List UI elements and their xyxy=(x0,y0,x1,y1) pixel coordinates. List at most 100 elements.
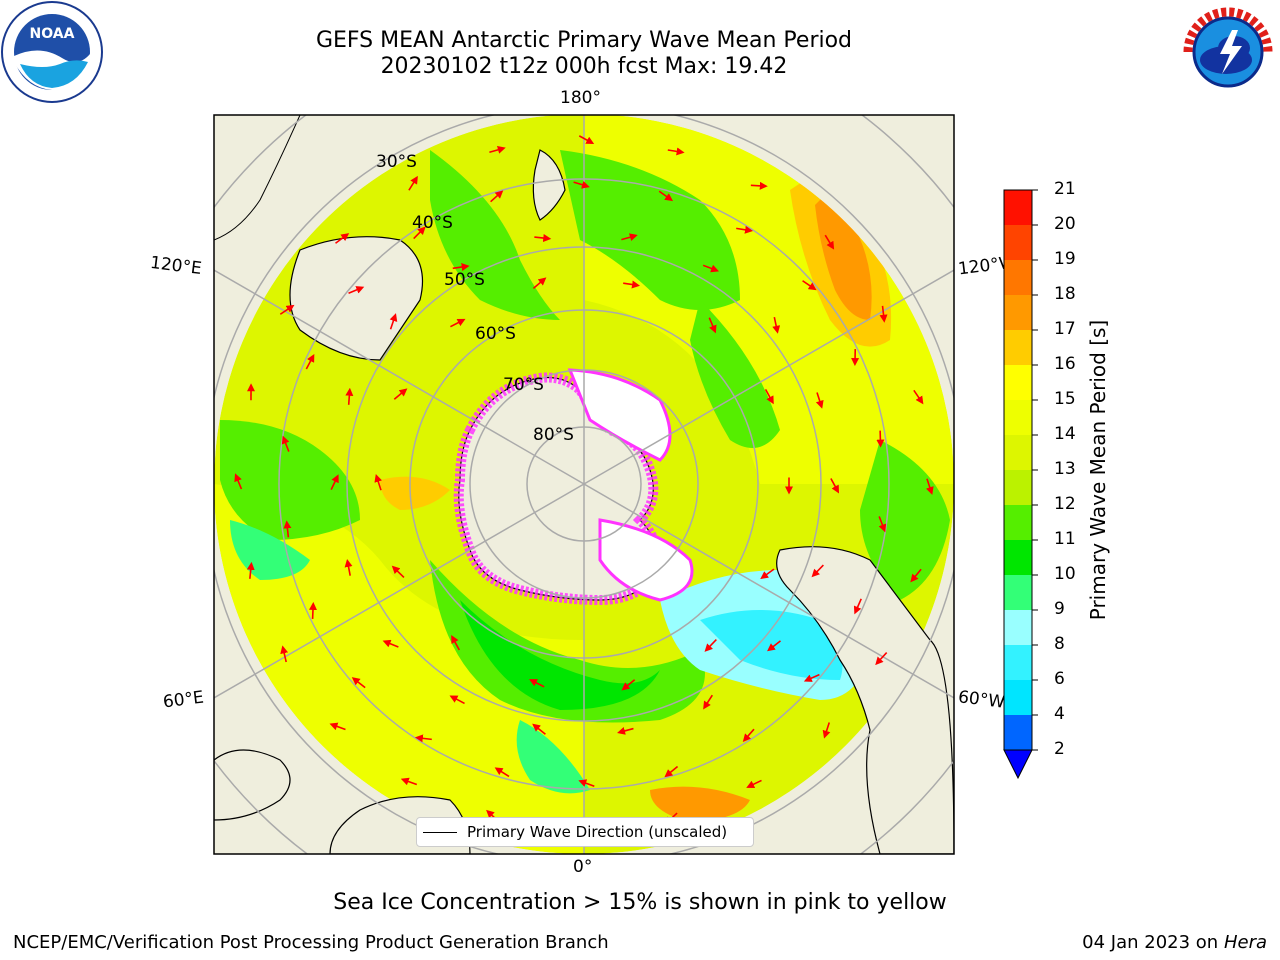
machine-name: Hera xyxy=(1223,932,1267,953)
madagascar-landmass xyxy=(214,749,291,821)
wave-direction-arrow xyxy=(824,234,835,250)
wave-direction-arrow xyxy=(408,175,418,191)
wave-direction-arrow xyxy=(803,673,820,682)
wave-direction-arrow xyxy=(280,645,289,663)
colorbar-tick-label: 11 xyxy=(1054,529,1076,549)
colorbar-bin xyxy=(1004,400,1032,435)
wave-direction-arrow xyxy=(702,264,720,273)
colorbar-bin xyxy=(1004,610,1032,645)
wave-direction-arrow xyxy=(623,280,640,289)
credit-text: NCEP/EMC/Verification Post Processing Pr… xyxy=(13,932,609,953)
colorbar-extend-arrow xyxy=(1003,749,1033,780)
colorbar-bin xyxy=(1004,575,1032,610)
wave-direction-arrow xyxy=(736,225,754,234)
chart-subtitle: 20230102 t12z 000h fcst Max: 19.42 xyxy=(380,54,788,79)
colorbar-tick-label: 16 xyxy=(1054,354,1076,374)
wave-direction-arrow xyxy=(393,388,408,400)
colorbar xyxy=(1003,189,1038,780)
wave-direction-arrow xyxy=(382,639,399,648)
wave-direction-arrow xyxy=(910,568,922,583)
noaa-logo: NOAA xyxy=(1,1,103,103)
wave-direction-arrow xyxy=(279,304,295,315)
colorbar-tick-label: 2 xyxy=(1054,739,1065,759)
lon-label-180: 180° xyxy=(560,88,601,108)
wave-direction-arrow xyxy=(658,190,674,202)
colorbar-tick-label: 14 xyxy=(1054,424,1076,444)
chart-title: GEFS MEAN Antarctic Primary Wave Mean Pe… xyxy=(315,28,853,53)
graticule xyxy=(214,115,954,854)
wave-direction-arrow xyxy=(925,478,934,495)
wave-direction-arrow xyxy=(391,565,405,579)
lat-label-80s: 80°S xyxy=(533,425,574,445)
wave-direction-arrow xyxy=(450,318,466,328)
svg-text:NOAA: NOAA xyxy=(30,26,75,42)
colorbar-tick-label: 4 xyxy=(1054,704,1065,724)
lat-label-70s: 70°S xyxy=(503,375,544,395)
wave-direction-arrow xyxy=(746,779,762,788)
colorbar-tick-label: 21 xyxy=(1054,179,1076,199)
wave-direction-arrow xyxy=(414,734,432,743)
wave-direction-arrow xyxy=(772,316,781,334)
land-mass xyxy=(214,115,301,241)
wave-direction-arrow xyxy=(400,777,418,786)
wave-direction-arrow xyxy=(374,473,383,491)
wave-direction-arrow xyxy=(853,598,862,615)
wave-direction-arrow xyxy=(875,651,888,666)
wave-direction-arrow xyxy=(305,353,315,370)
wave-direction-arrow xyxy=(879,305,888,323)
wave-direction-arrow xyxy=(913,389,924,405)
colorbar-bin xyxy=(1004,505,1032,540)
wave-direction-arrow xyxy=(413,226,426,240)
colorbar-tick-label: 13 xyxy=(1054,459,1076,479)
wave-direction-arrow xyxy=(494,767,510,778)
wave-direction-arrow xyxy=(348,286,365,294)
colorbar-bin xyxy=(1004,260,1032,295)
wave-direction-arrow xyxy=(532,277,547,289)
wave-direction-arrow xyxy=(764,388,774,405)
wave-direction-arrow xyxy=(246,561,255,579)
colorbar-bin xyxy=(1004,295,1032,330)
wave-direction-arrow xyxy=(330,474,339,490)
wave-direction-arrow xyxy=(451,635,460,651)
wave-direction-arrow xyxy=(878,516,887,533)
wave-direction-arrow xyxy=(802,280,817,291)
wave-direction-arrow xyxy=(532,723,546,735)
colorbar-bin xyxy=(1004,225,1032,260)
wave-direction-arrow xyxy=(704,639,717,652)
wave-direction-arrow xyxy=(329,722,346,731)
wave-direction-arrow xyxy=(308,601,317,619)
colorbar-bin xyxy=(1004,715,1032,750)
colorbar-tick-label: 6 xyxy=(1054,669,1065,689)
sea-ice-note: Sea Ice Concentration > 15% is shown in … xyxy=(333,890,947,915)
wave-direction-arrow xyxy=(617,727,634,735)
wave-direction-arrow xyxy=(449,695,465,705)
wave-direction-arrow xyxy=(489,145,506,154)
wave-direction-arrow xyxy=(490,190,504,203)
lat-label-30s: 30°S xyxy=(376,152,417,172)
wave-direction-arrow xyxy=(452,263,470,271)
wave-direction-arrow xyxy=(335,233,350,244)
colorbar-tick-label: 19 xyxy=(1054,249,1076,269)
lat-label-60s: 60°S xyxy=(475,324,516,344)
colorbar-bin xyxy=(1004,435,1032,470)
wave-direction-arrow xyxy=(664,765,679,778)
colorbar-tick-label: 18 xyxy=(1054,284,1076,304)
lat-label-50s: 50°S xyxy=(444,270,485,290)
wave-direction-arrow xyxy=(389,313,398,330)
legend-label: Primary Wave Direction (unscaled) xyxy=(467,823,728,841)
wave-direction-arrow xyxy=(234,473,243,490)
sea-ice-patch xyxy=(598,518,694,602)
wave-direction-arrow xyxy=(344,558,353,576)
colorbar-bin xyxy=(1004,540,1032,575)
wave-direction-arrow xyxy=(621,233,638,242)
wave-direction-arrow xyxy=(283,520,292,538)
south-america-landmass xyxy=(776,546,954,854)
colorbar-bin xyxy=(1004,365,1032,400)
lat-label-40s: 40°S xyxy=(412,213,453,233)
colorbar-bin xyxy=(1004,330,1032,365)
colorbar-tick-label: 8 xyxy=(1054,634,1065,654)
colorbar-title: Primary Wave Mean Period [s] xyxy=(1086,319,1110,621)
wave-direction-arrow xyxy=(742,728,755,742)
colorbar-tick-label: 17 xyxy=(1054,319,1076,339)
